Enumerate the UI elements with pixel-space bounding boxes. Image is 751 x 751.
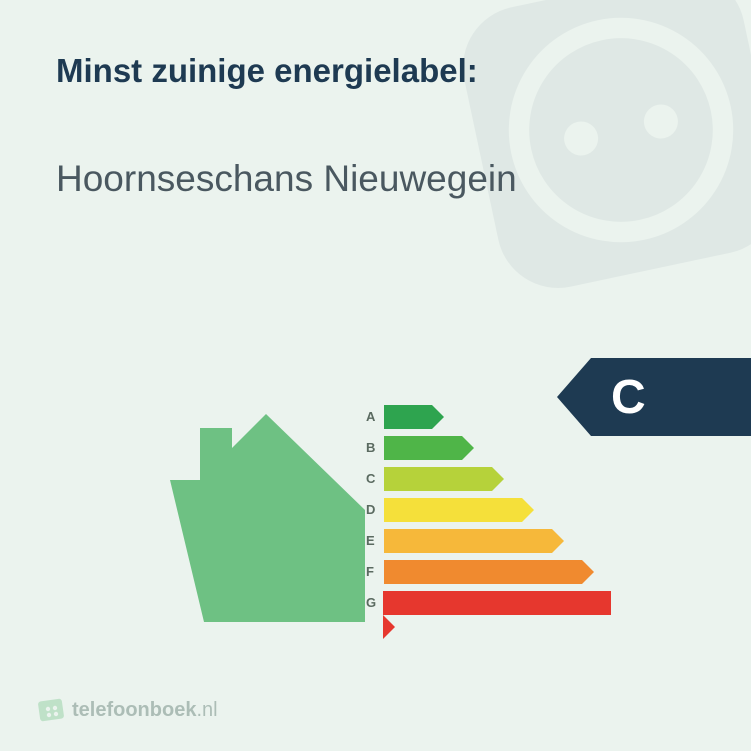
energy-bar-b: B xyxy=(366,433,612,462)
location-name: Hoornseschans Nieuwegein xyxy=(56,158,517,200)
energy-bar-d: D xyxy=(366,495,612,524)
bar-label: A xyxy=(366,409,384,424)
energy-bar-e: E xyxy=(366,526,612,555)
bar-label: B xyxy=(366,440,384,455)
current-label-letter: C xyxy=(611,370,646,425)
bar-label: C xyxy=(366,471,384,486)
phonebook-icon xyxy=(38,697,64,723)
bar-label: D xyxy=(366,502,384,517)
footer-text: telefoonboek.nl xyxy=(72,699,218,722)
energy-bar-g: G xyxy=(366,588,612,617)
bar-label: G xyxy=(366,595,383,610)
energy-label-graphic: A B C D E F G xyxy=(170,380,590,630)
house-icon xyxy=(170,380,365,622)
current-label-indicator: C xyxy=(557,358,751,436)
bar-label: E xyxy=(366,533,384,548)
energy-bar-f: F xyxy=(366,557,612,586)
page-title: Minst zuinige energielabel: xyxy=(56,52,478,90)
footer-brand: telefoonboek.nl xyxy=(38,697,218,723)
energy-bar-c: C xyxy=(366,464,612,493)
bar-label: F xyxy=(366,564,384,579)
